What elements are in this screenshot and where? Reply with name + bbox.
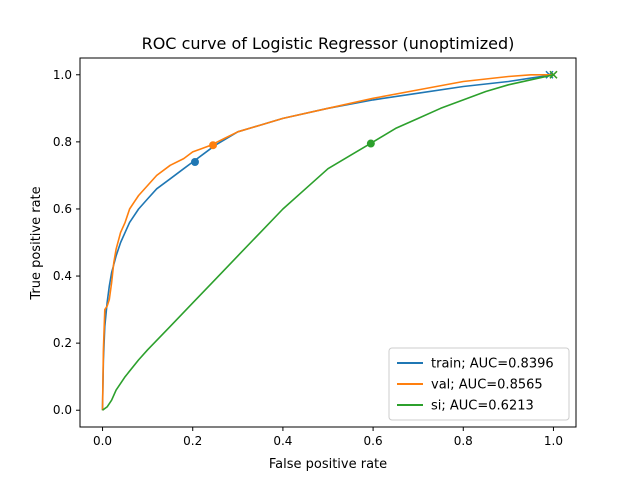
y-tick-label: 0.6 — [53, 202, 72, 216]
plot-area — [101, 70, 558, 411]
legend: train; AUC=0.8396 val; AUC=0.8565 si; AUC=… — [388, 347, 570, 421]
y-tick-label: 0.0 — [53, 403, 72, 417]
plot-frame — [79, 57, 577, 428]
y-axis-label: True positive rate — [29, 186, 44, 300]
y-tick-label: 0.2 — [53, 336, 72, 350]
x-tick-label: 0.0 — [93, 434, 112, 448]
series-line-1 — [101, 74, 554, 411]
axes: 0.0 0.2 0.4 0.6 0.8 1.0 0.0 0.2 0.4 0.6 0.8 1.0 — [53, 57, 577, 448]
legend-box — [388, 347, 570, 421]
x-tick-label: 0.6 — [364, 434, 383, 448]
y-tick-label: 0.4 — [53, 269, 72, 283]
legend-entry-2: si; AUC=0.6213 — [431, 399, 534, 414]
x-tick-label: 0.2 — [183, 434, 202, 448]
x-tick-label: 0.8 — [454, 434, 473, 448]
series-threshold-marker-1 — [209, 141, 218, 150]
series-line-2 — [102, 74, 554, 411]
series-end-marker-2 — [549, 70, 558, 79]
y-tick-label: 1.0 — [53, 68, 72, 82]
series-threshold-marker-2 — [366, 139, 375, 148]
x-axis-label: False positive rate — [269, 457, 387, 472]
y-tick-label: 0.8 — [53, 135, 72, 149]
chart-title: ROC curve of Logistic Regressor (unoptim… — [142, 34, 515, 53]
x-tick-label: 1.0 — [544, 434, 563, 448]
end-marker-stroke — [549, 70, 558, 79]
x-tick-label: 0.4 — [273, 434, 292, 448]
series-threshold-marker-0 — [190, 157, 199, 166]
legend-entry-0: train; AUC=0.8396 — [431, 357, 554, 372]
legend-entry-1: val; AUC=0.8565 — [431, 378, 543, 393]
series-line-0 — [101, 74, 554, 411]
